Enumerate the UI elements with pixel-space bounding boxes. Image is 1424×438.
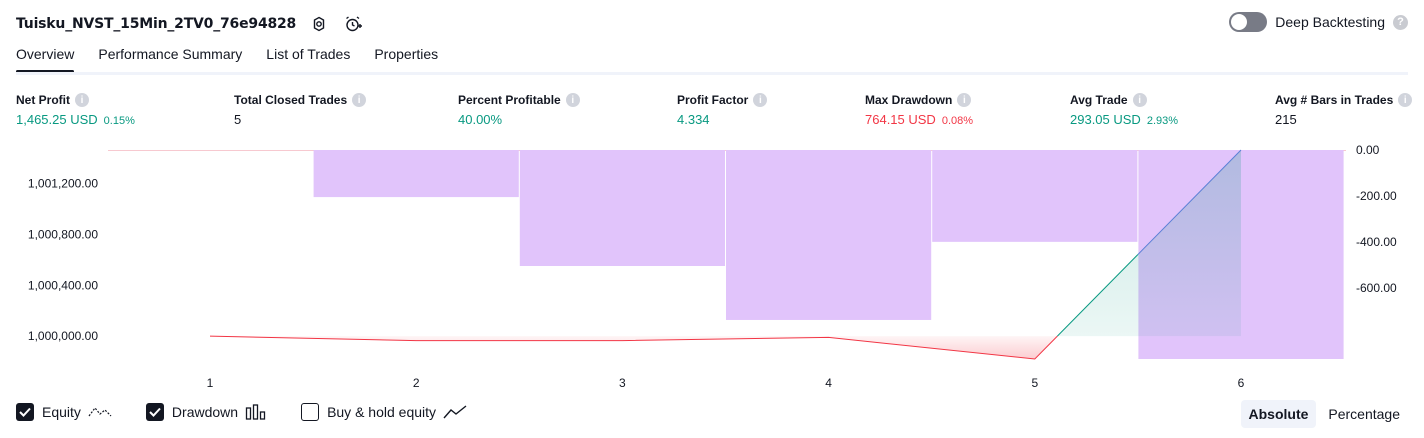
metric-label: Avg Trade [1070, 93, 1128, 107]
equity-icon [88, 404, 112, 420]
right-axis-tick-label: 0.00 [1356, 143, 1380, 157]
x-axis-tick-label: 6 [1238, 376, 1245, 390]
info-icon[interactable]: i [957, 93, 972, 107]
left-axis-tick-label: 1,000,000.00 [28, 329, 98, 343]
left-axis-tick-label: 1,000,800.00 [28, 227, 98, 241]
header: Tuisku_NVST_15Min_2TV0_76e94828 [16, 10, 364, 38]
info-icon[interactable]: i [1398, 93, 1413, 107]
metric-label: Max Drawdown [865, 93, 953, 107]
checkbox-unchecked-icon[interactable] [301, 403, 320, 421]
metric-value: 293.05 USD [1070, 112, 1141, 127]
drawdown-bar [726, 150, 932, 320]
metric-value: 40.00% [458, 112, 503, 127]
metric-net-profit: Net Profit i 1,465.25 USD 0.15% [16, 93, 135, 127]
metrics-row: Net Profit i 1,465.25 USD 0.15% Total Clos… [16, 93, 1416, 133]
deep-backtesting-toggle[interactable] [1229, 12, 1268, 32]
metric-max-drawdown: Max Drawdown i 764.15 USD 0.08% [865, 93, 973, 127]
chart-legend: Equity Drawdown Buy & hold equity [16, 403, 501, 421]
metric-label: Percent Profitable [458, 93, 561, 107]
metric-value: 4.334 [677, 112, 710, 127]
drawdown-bars-icon [245, 404, 267, 420]
info-icon[interactable]: i [565, 93, 580, 107]
info-icon[interactable]: i [1132, 93, 1147, 107]
right-axis-tick-label: -600.00 [1356, 281, 1397, 295]
metric-profit-factor: Profit Factor i 4.334 [677, 93, 768, 127]
equity-chart[interactable]: 1,000,000.00 1,000,400.00 1,000,800.00 1,00… [0, 140, 1424, 395]
x-axis-tick-label: 5 [1031, 376, 1038, 390]
metric-sub-value: 2.93% [1146, 115, 1179, 127]
drawdown-bar [519, 150, 725, 266]
info-icon[interactable]: i [753, 93, 768, 107]
legend-label: Buy & hold equity [327, 404, 437, 420]
metric-sub-value: 0.15% [103, 115, 135, 127]
right-axis-tick-label: -200.00 [1356, 189, 1397, 203]
drawdown-bar [932, 150, 1138, 242]
equity-line-profit-overlap [1137, 149, 1242, 255]
metric-label: Net Profit [16, 93, 70, 107]
tabs-divider [16, 72, 1408, 75]
tab-bar: Overview Performance Summary List of Tra… [16, 46, 439, 73]
x-axis-tick-label: 2 [413, 376, 420, 390]
tab-overview[interactable]: Overview [16, 46, 75, 73]
x-axis-tick-label: 3 [619, 376, 626, 390]
absolute-button[interactable]: Absolute [1240, 400, 1317, 428]
checkbox-checked-icon[interactable] [16, 403, 34, 421]
x-axis-tick-label: 4 [825, 376, 832, 390]
info-icon[interactable]: i [75, 93, 89, 107]
legend-drawdown[interactable]: Drawdown [145, 403, 267, 421]
tab-performance-summary[interactable]: Performance Summary [98, 46, 243, 62]
legend-label: Equity [42, 404, 81, 420]
percentage-button[interactable]: Percentage [1328, 406, 1400, 422]
legend-label: Drawdown [171, 404, 239, 420]
drawdown-bar [313, 150, 519, 198]
legend-equity[interactable]: Equity [16, 403, 112, 421]
metric-label: Total Closed Trades [234, 93, 348, 107]
x-axis-tick-label: 1 [207, 376, 214, 390]
help-icon[interactable]: ? [1393, 14, 1408, 30]
deep-backtesting: Deep Backtesting ? [1229, 12, 1408, 32]
metric-percent-profitable: Percent Profitable i 40.00% [458, 93, 580, 127]
right-axis-tick-label: -400.00 [1356, 235, 1397, 249]
buy-hold-icon [443, 404, 467, 420]
left-axis-tick-label: 1,000,400.00 [28, 278, 98, 292]
equity-line-profit [1057, 254, 1139, 337]
checkbox-checked-icon[interactable] [145, 403, 164, 421]
deep-backtesting-label: Deep Backtesting [1275, 14, 1385, 30]
metric-label: Avg # Bars in Trades [1275, 93, 1394, 107]
metric-sub-value: 0.08% [941, 115, 974, 127]
legend-buy-hold[interactable]: Buy & hold equity [301, 403, 467, 421]
metric-value: 1,465.25 USD [16, 112, 98, 127]
view-mode-switch: Absolute Percentage [1240, 400, 1409, 428]
metric-label: Profit Factor [677, 93, 749, 107]
left-axis-tick-label: 1,001,200.00 [28, 177, 98, 191]
metric-avg-bars: Avg # Bars in Trades i 215 [1275, 93, 1413, 127]
equity-loss-area [210, 336, 1058, 359]
settings-gear-icon[interactable] [308, 13, 330, 35]
tab-list-of-trades[interactable]: List of Trades [266, 46, 351, 62]
metric-total-closed-trades: Total Closed Trades i 5 [234, 93, 367, 127]
strategy-name: Tuisku_NVST_15Min_2TV0_76e94828 [16, 16, 297, 32]
equity-line-loss [209, 335, 1058, 360]
tab-properties[interactable]: Properties [374, 46, 439, 62]
info-icon[interactable]: i [352, 93, 367, 107]
metric-avg-trade: Avg Trade i 293.05 USD 2.93% [1070, 93, 1178, 127]
metric-value: 5 [234, 112, 242, 127]
metric-value: 215 [1275, 112, 1297, 127]
metric-value: 764.15 USD [865, 112, 936, 127]
add-alert-icon[interactable] [342, 13, 364, 35]
